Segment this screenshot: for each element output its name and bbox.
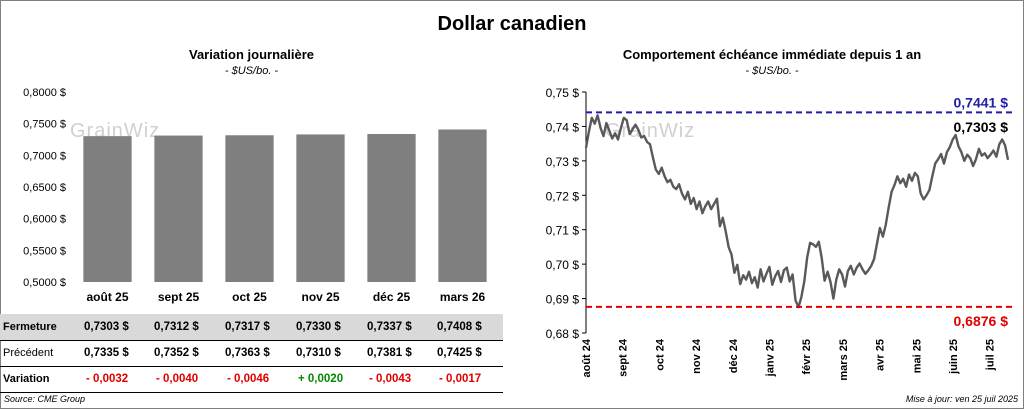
- y-tick-label: 0,69 $: [546, 293, 580, 307]
- table-cell: - 0,0032: [86, 373, 129, 385]
- table-bottom-border: [0, 392, 503, 393]
- table-cell: 0,7317 $: [225, 321, 270, 333]
- x-tick-label: oct 25: [232, 290, 267, 304]
- y-tick-label: 0,74 $: [546, 120, 580, 134]
- x-tick-label: nov 25: [301, 290, 339, 304]
- x-tick-label: avr 25: [875, 339, 887, 371]
- table-cell: 0,7337 $: [367, 321, 412, 333]
- table-cell: 0,7310 $: [296, 347, 341, 359]
- y-tick-label: 0,8000 $: [23, 87, 66, 99]
- table-cell: - 0,0040: [156, 373, 199, 385]
- x-tick-label: janv 25: [764, 339, 776, 377]
- x-tick-label: oct 24: [654, 338, 666, 371]
- bar-chart-title: Variation journalière: [189, 47, 314, 62]
- line-chart: 0,68 $ 0,69 $ 0,70 $ 0,71 $ 0,72 $ 0,73 $ 0,74…: [546, 86, 1016, 380]
- max-label: 0,7441 $: [954, 94, 1009, 110]
- last-value-label: 0,7303 $: [954, 119, 1009, 135]
- source-note: Source: CME Group: [4, 394, 86, 404]
- table-cell: 0,7363 $: [225, 347, 270, 359]
- y-tick-label: 0,6500 $: [23, 182, 66, 194]
- bar: [154, 135, 203, 282]
- y-tick-label: 0,7500 $: [23, 119, 66, 131]
- y-tick-label: 0,68 $: [546, 327, 580, 341]
- table-cell: - 0,0046: [227, 373, 270, 385]
- y-tick-label: 0,72 $: [546, 189, 580, 203]
- min-label: 0,6876 $: [954, 313, 1009, 329]
- bar-chart-subtitle: - $US/bo. -: [224, 65, 279, 77]
- table-cell: 0,7352 $: [154, 347, 199, 359]
- x-tick-label: mars 25: [838, 339, 850, 380]
- bar: [83, 136, 132, 282]
- bar: [438, 129, 487, 282]
- table-cell: 0,7335 $: [84, 347, 129, 359]
- table-cell: + 0,0020: [298, 373, 344, 385]
- y-tick-label: 0,71 $: [546, 224, 580, 238]
- table-row-fermeture: Fermeture 0,7303 $ 0,7312 $ 0,7317 $ 0,7…: [0, 314, 503, 340]
- row-label: Précédent: [3, 347, 54, 359]
- table-cell: 0,7381 $: [367, 347, 412, 359]
- x-tick-label: juil 25: [985, 339, 997, 371]
- x-tick-label: sept 25: [158, 290, 200, 304]
- x-tick-label: juin 25: [948, 339, 960, 375]
- x-tick-label: mars 26: [440, 290, 486, 304]
- x-tick-label: mai 25: [911, 339, 923, 373]
- table-row-precedent: Précédent 0,7335 $ 0,7352 $ 0,7363 $ 0,7…: [0, 340, 503, 366]
- table-cell: 0,7303 $: [84, 321, 129, 333]
- x-tick-label: déc 25: [373, 290, 411, 304]
- line-chart-subtitle: - $US/bo. -: [745, 65, 799, 77]
- y-tick-label: 0,5500 $: [23, 245, 66, 257]
- table-divider: [0, 366, 503, 367]
- update-note: Mise à jour: ven 25 juil 2025: [905, 394, 1018, 404]
- table-cell: 0,7408 $: [437, 321, 482, 333]
- page-title: Dollar canadien: [437, 13, 587, 35]
- y-tick-label: 0,7000 $: [23, 150, 66, 162]
- table-divider: [0, 340, 503, 341]
- x-tick-label: nov 24: [691, 338, 703, 374]
- row-label: Fermeture: [3, 321, 57, 333]
- bar: [296, 134, 345, 282]
- bar: [367, 133, 416, 282]
- table-cell: - 0,0017: [439, 373, 482, 385]
- line-chart-title: Comportement échéance immédiate depuis 1…: [622, 47, 922, 62]
- bar-chart: 0,5000 $ 0,5500 $ 0,6000 $ 0,6500 $ 0,7000 $…: [23, 87, 487, 304]
- y-tick-label: 0,70 $: [546, 258, 580, 272]
- x-tick-label: août 25: [86, 290, 128, 304]
- bar: [225, 135, 274, 282]
- table-row-variation: Variation - 0,0032 - 0,0040 - 0,0046 + 0…: [0, 366, 503, 392]
- table-cell: 0,7312 $: [154, 321, 199, 333]
- table-cell: 0,7425 $: [437, 347, 482, 359]
- y-tick-label: 0,6000 $: [23, 214, 66, 226]
- y-tick-label: 0,73 $: [546, 155, 580, 169]
- table-cell: - 0,0043: [369, 373, 412, 385]
- series-line: [584, 114, 1010, 309]
- y-tick-label: 0,5000 $: [23, 277, 66, 289]
- table-cell: 0,7330 $: [296, 321, 341, 333]
- x-tick-label: sept 24: [618, 338, 630, 377]
- x-tick-label: déc 24: [728, 338, 740, 373]
- row-label: Variation: [3, 373, 50, 385]
- x-tick-label: août 24: [581, 338, 593, 377]
- y-tick-label: 0,75 $: [546, 86, 580, 100]
- x-tick-label: févr 25: [801, 339, 813, 374]
